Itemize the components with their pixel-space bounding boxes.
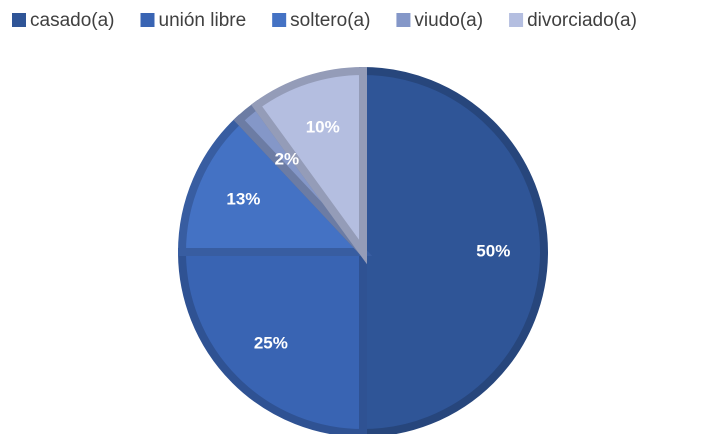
legend-label: casado(a) (30, 10, 115, 31)
data-label: 13% (226, 190, 260, 209)
legend-swatch (509, 13, 524, 27)
legend-swatch (140, 13, 155, 27)
legend-swatch (396, 13, 411, 27)
legend-swatch (272, 13, 287, 27)
data-label: 50% (476, 241, 510, 260)
legend-swatch (12, 13, 26, 27)
pie-slice (177, 248, 367, 434)
legend-label: divorciado(a) (527, 10, 637, 31)
legend-label: unión libre (159, 10, 247, 31)
data-label: 10% (306, 118, 340, 137)
pie-slice (359, 66, 548, 434)
pie-slice (251, 66, 367, 265)
legend-label: soltero(a) (290, 10, 370, 31)
pie-slice (177, 114, 373, 256)
legend-label: viudo(a) (414, 10, 483, 31)
data-label: 2% (275, 149, 300, 168)
data-label: 25% (254, 334, 288, 353)
